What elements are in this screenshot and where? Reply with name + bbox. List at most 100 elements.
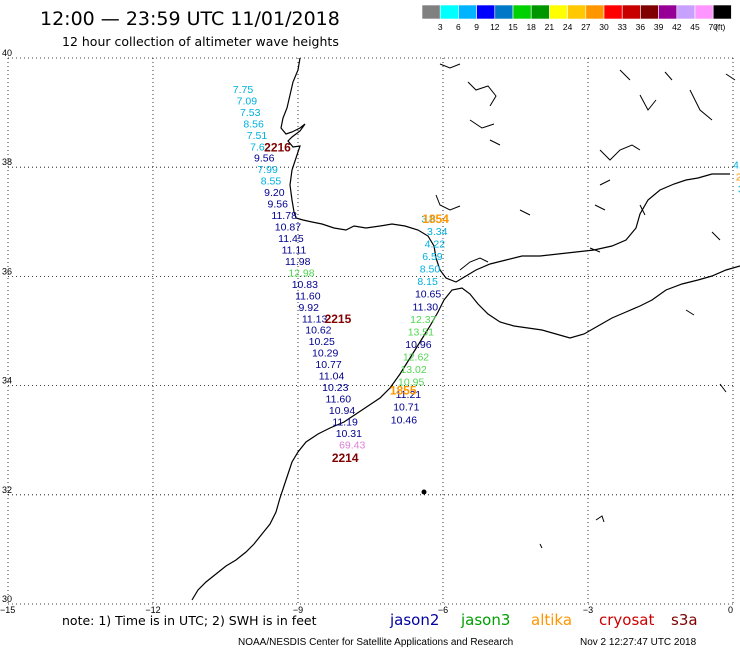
colorbar-label: 36 (636, 22, 646, 32)
colorbar-swatch (458, 4, 477, 20)
colorbar-label: 70 (708, 22, 718, 32)
wave-height-label: 4.22 (425, 238, 446, 250)
pass-time-label: 1855 (390, 383, 417, 397)
colorbar-swatch (567, 4, 587, 20)
wave-height-label: 12.98 (288, 267, 314, 279)
mission-legend-jason2: jason2 (389, 611, 439, 629)
wave-height-labels: 7.757.097.538.567.517.629.567.998.559.20… (233, 84, 740, 451)
wave-height-label: 11.98 (285, 256, 311, 268)
colorbar-swatch (640, 4, 659, 20)
colorbar-swatch (530, 4, 550, 20)
wave-height-label: 69.43 (339, 439, 365, 451)
lat-tick-label: 38 (2, 157, 12, 167)
island-madeira (421, 489, 427, 495)
wave-height-label: 9.92 (298, 302, 319, 314)
wave-height-label: 9.56 (254, 153, 275, 165)
wave-height-label: 6.59 (422, 251, 443, 263)
footer-note: note: 1) Time is in UTC; 2) SWH is in fe… (62, 613, 317, 628)
wave-height-label: 13.02 (400, 364, 426, 376)
wave-height-label: 10.62 (305, 325, 331, 337)
pass-time-labels: 2216 2215 1854 1855 2214 (264, 140, 449, 465)
map-title: 12:00 — 23:59 UTC 11/01/2018 (40, 8, 340, 30)
wave-height-label: 7.99 (257, 164, 278, 176)
pass-time-label: 1854 (422, 212, 449, 226)
colorbar-label: 18 (526, 22, 536, 32)
lat-tick-label: 36 (2, 266, 12, 276)
coastline (191, 57, 740, 601)
pass-time-label: 2215 (325, 312, 352, 326)
mission-legend-cryosat: cryosat (599, 611, 654, 629)
lon-tick-label: 0 (728, 605, 733, 615)
colorbar-swatch (549, 4, 568, 20)
island-small-2 (539, 543, 543, 549)
colorbar-unit: (ft) (715, 22, 726, 32)
lon-tick-label: −6 (438, 605, 448, 615)
wave-height-label: 12.37 (410, 314, 436, 326)
colorbar-label: 33 (617, 22, 627, 32)
lon-tick-label: −15 (0, 605, 15, 615)
wave-height-label: 13.51 (408, 326, 434, 338)
wave-height-label: 3.4 (738, 183, 740, 195)
lon-tick-label: −12 (145, 605, 160, 615)
colorbar-label: 12 (490, 22, 500, 32)
wave-height-label: 11.21 (396, 389, 422, 401)
wave-height-label: 12.62 (403, 351, 429, 363)
coastline-africa (191, 265, 740, 601)
wave-height-label: 7.62 (250, 141, 271, 153)
wave-height-label: 10.96 (405, 339, 431, 351)
colorbar-label: 42 (672, 22, 682, 32)
pass-time-label: 2216 (264, 140, 291, 154)
map-panel: 7.757.097.538.567.517.629.567.998.559.20… (0, 48, 740, 615)
wave-height-label: 4.68 (733, 159, 740, 171)
colorbar-swatch (712, 4, 732, 20)
pass-time-label: 2214 (332, 451, 359, 465)
colorbar-swatch (494, 4, 514, 20)
wave-height-label: 10.46 (391, 414, 417, 426)
colorbar-label: 9 (474, 22, 479, 32)
wave-height-label: 10.71 (393, 402, 419, 414)
colorbar-label: 39 (654, 22, 664, 32)
wave-height-label: 11.19 (332, 416, 358, 428)
colorbar-label: 15 (508, 22, 518, 32)
wave-height-label: 10.95 (398, 377, 424, 389)
colorbar-swatch (621, 4, 641, 20)
wave-height-label: 7.53 (240, 107, 261, 119)
wave-height-label: 7.09 (237, 95, 258, 107)
lat-tick-label: 30 (2, 594, 12, 604)
mission-legend: jason2 jason3 altika cryosat s3a (389, 611, 698, 629)
colorbar-swatch (676, 4, 696, 20)
wave-height-label: 11.13 (302, 313, 328, 325)
colorbar-swatch (421, 4, 441, 20)
wave-height-label: 10.83 (292, 279, 318, 291)
colorbar-label: 27 (581, 22, 591, 32)
wave-height-label: 3.34 (427, 226, 448, 238)
wave-height-label: 10.87 (275, 222, 301, 234)
colorbar-swatch (658, 4, 678, 20)
axis-tick-labels: −15 −12 −9 −6 −3 0 40 38 36 34 32 30 (0, 48, 733, 615)
wave-height-label: 11.78 (271, 210, 297, 222)
wave-height-label: 11.60 (295, 290, 321, 302)
wave-height-label: 10.65 (415, 289, 441, 301)
colorbar-swatch (603, 4, 623, 20)
wave-height-label: 8.50 (420, 264, 441, 276)
colorbar-label: 3 (438, 22, 443, 32)
wave-height-label: 9.56 (268, 199, 289, 211)
map-grid (7, 57, 734, 605)
coastline-iberia-west (280, 57, 730, 283)
colorbar-swatch (439, 4, 459, 20)
wave-height-label: 3.8 (421, 213, 436, 225)
wave-height-label: 10.31 (336, 428, 362, 440)
wave-height-label: 11.30 (413, 301, 439, 313)
colorbar-label: 24 (563, 22, 573, 32)
wave-height-label: 9.20 (264, 187, 285, 199)
lat-tick-label: 34 (2, 376, 12, 386)
wave-height-label: 11.11 (282, 244, 307, 256)
lon-tick-label: −3 (583, 605, 593, 615)
wave-height-label: 7.51 (247, 130, 268, 142)
mission-legend-altika: altika (531, 611, 572, 629)
mission-legend-jason3: jason3 (460, 611, 510, 629)
lat-tick-label: 32 (2, 485, 12, 495)
wave-height-label: 8.15 (417, 276, 438, 288)
wave-height-label: 8.56 (243, 118, 264, 130)
